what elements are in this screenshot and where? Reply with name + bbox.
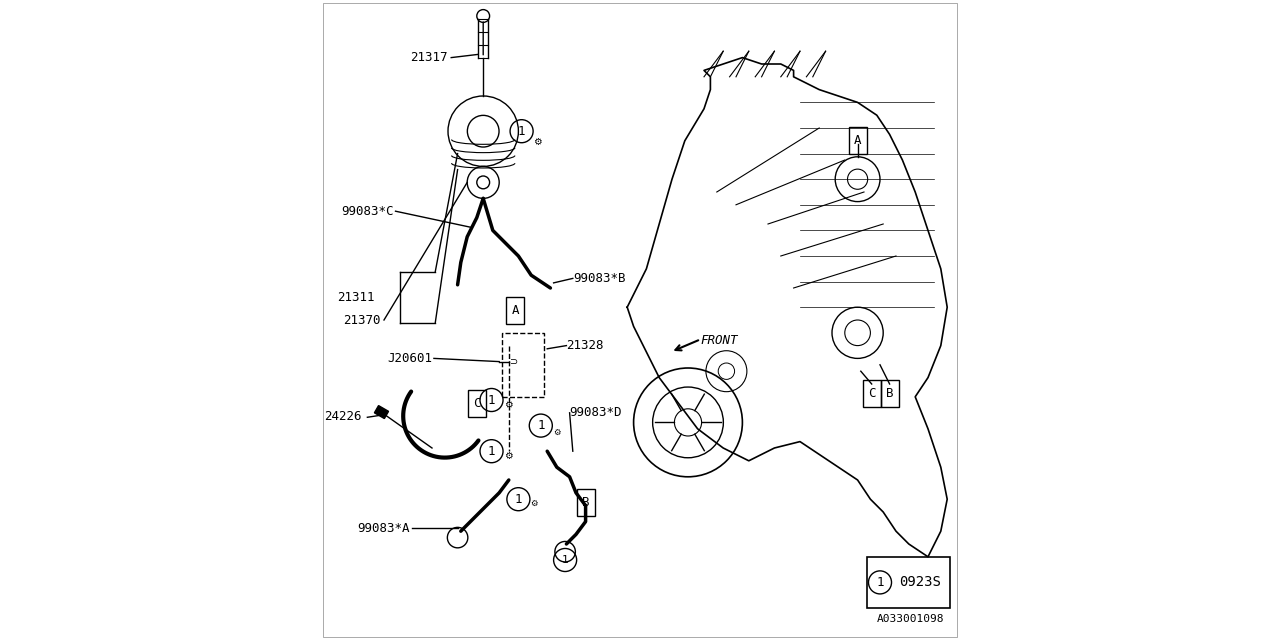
Text: 99083*D: 99083*D [570,406,622,419]
Text: 99083*B: 99083*B [573,272,626,285]
Text: ⚙: ⚙ [531,499,538,508]
Text: 1: 1 [538,419,544,432]
Bar [502,333,544,397]
Text: A: A [512,304,518,317]
Text: ⚙: ⚙ [534,137,541,147]
Bar [375,406,389,419]
Text: C: C [474,397,480,410]
Text: B: B [582,496,589,509]
Bar [881,380,899,407]
Text: 21370: 21370 [343,314,381,326]
Text: 1: 1 [515,493,522,506]
Text: 1: 1 [877,576,883,589]
Bar [507,297,525,324]
Text: ⚙: ⚙ [553,428,561,436]
Text: 21317: 21317 [411,51,448,64]
Text: 1: 1 [488,445,495,458]
Text: 0923S: 0923S [900,575,941,589]
Bar [576,489,594,516]
Text: A: A [854,134,861,147]
Text: 1: 1 [518,125,525,138]
Text: 1: 1 [562,555,568,565]
Text: ⚙: ⚙ [504,400,513,410]
Text: 24226: 24226 [324,410,362,422]
Text: 21328: 21328 [566,339,604,352]
Text: FRONT: FRONT [701,334,739,347]
Text: ⚙: ⚙ [504,451,513,461]
Text: 99083*C: 99083*C [340,205,394,218]
Bar [849,127,867,154]
Bar [468,390,486,417]
Text: 99083*A: 99083*A [357,522,410,534]
Text: 21311: 21311 [337,291,374,304]
Text: 1: 1 [488,394,495,406]
Text: C: C [868,387,876,400]
Bar [863,380,881,407]
Text: ⊃: ⊃ [508,356,517,367]
Text: A033001098: A033001098 [877,614,945,624]
Text: B: B [886,387,893,400]
Bar [868,557,951,608]
Text: J20601: J20601 [387,352,433,365]
